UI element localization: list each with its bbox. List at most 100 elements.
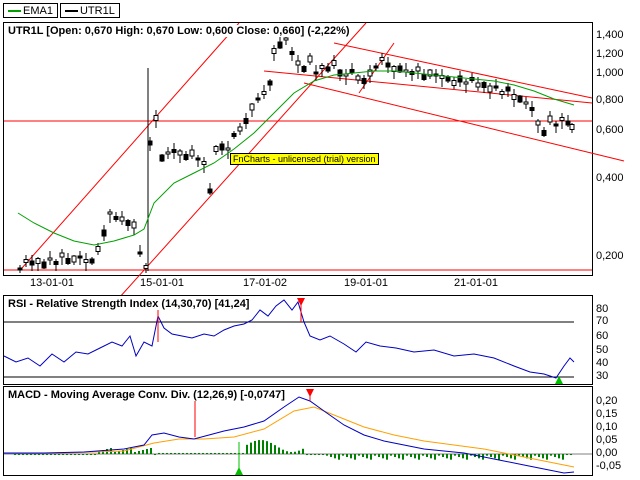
macd-line	[4, 396, 575, 474]
candle-body	[313, 71, 319, 75]
macd-histogram-bar	[522, 454, 524, 457]
macd-histogram-bar	[138, 451, 140, 454]
macd-histogram-bar	[14, 454, 16, 455]
macd-histogram-bar	[66, 454, 68, 455]
date-tick: 13-01-01	[29, 277, 75, 289]
macd-histogram-bar	[506, 454, 508, 457]
macd-histogram-bar	[490, 454, 492, 457]
legend-item-utr1l[interactable]: UTR1L	[59, 3, 120, 18]
candle-body	[319, 65, 325, 69]
macd-histogram-bar	[134, 452, 136, 454]
macd-histogram-bar	[290, 451, 292, 454]
candle-body	[569, 124, 575, 130]
macd-histogram-bar	[310, 454, 312, 455]
candle-body	[101, 229, 107, 237]
candle-body	[147, 140, 153, 146]
macd-histogram-bar	[558, 454, 560, 459]
macd-histogram-bar	[186, 453, 188, 454]
macd-histogram-bar	[266, 441, 268, 454]
candle-body	[271, 48, 277, 54]
candle-body	[565, 120, 571, 126]
macd-histogram-bar	[218, 453, 220, 454]
macd-panel[interactable]: MACD - Moving Average Conv. Div. (12,26,…	[3, 386, 593, 476]
macd-histogram-bar	[270, 442, 272, 454]
macd-histogram-bar	[418, 454, 420, 460]
rsi-panel[interactable]: RSI - Relative Strength Index (14,30,70)…	[3, 295, 593, 385]
candle-body	[107, 211, 113, 215]
macd-histogram-bar	[278, 447, 280, 454]
macd-histogram-bar	[146, 449, 148, 454]
macd-histogram-bar	[566, 454, 568, 455]
macd-tick: 0,05	[596, 434, 618, 446]
price-panel[interactable]: UTR1L [Open: 0,670 High: 0,670 Low: 0,60…	[3, 22, 625, 299]
macd-histogram-bar	[46, 454, 48, 455]
macd-histogram-bar	[150, 448, 152, 454]
rsi-chart-svg	[3, 298, 575, 384]
macd-histogram-bar	[318, 454, 320, 455]
macd-histogram-bar	[58, 454, 60, 455]
date-tick: 19-01-01	[343, 277, 389, 289]
macd-histogram-bar	[42, 454, 44, 455]
macd-histogram-bar	[402, 454, 404, 460]
macd-histogram-bar	[526, 454, 528, 459]
rsi-tick: 80	[596, 303, 609, 315]
candle-body	[261, 91, 267, 95]
macd-histogram-bar	[362, 454, 364, 457]
macd-histogram-bar	[466, 454, 468, 460]
price-tick: 0,400	[596, 172, 624, 184]
macd-histogram-bar	[374, 454, 376, 456]
candle-body	[337, 69, 343, 77]
legend-label-utr1l: UTR1L	[79, 4, 115, 17]
price-panel-title: UTR1L [Open: 0,670 High: 0,670 Low: 0,60…	[8, 25, 350, 37]
candle-body	[143, 265, 149, 269]
candle-body	[301, 66, 307, 72]
buy-marker-icon	[555, 376, 563, 384]
macd-histogram-bar	[366, 454, 368, 459]
macd-histogram-bar	[410, 454, 412, 457]
candle-body	[65, 258, 71, 264]
candle-body	[153, 115, 159, 121]
date-tick: 21-01-01	[453, 277, 499, 289]
macd-histogram-bar	[326, 454, 328, 456]
macd-histogram-bar	[98, 451, 100, 454]
legend-item-ema[interactable]: EMA1	[3, 3, 58, 18]
macd-histogram-bar	[170, 453, 172, 454]
macd-histogram-bar	[502, 454, 504, 456]
candle-body	[231, 133, 237, 137]
candle-body	[225, 147, 231, 151]
candle-body	[207, 188, 213, 194]
candle-body	[445, 76, 451, 82]
macd-histogram-bar	[82, 454, 84, 455]
candle-body	[131, 221, 137, 229]
price-tick: 1,400	[596, 29, 624, 41]
candle-body	[165, 151, 171, 155]
macd-histogram-bar	[346, 454, 348, 457]
macd-histogram-bar	[550, 454, 552, 456]
macd-histogram-bar	[226, 453, 228, 454]
macd-histogram-bar	[194, 453, 196, 454]
macd-histogram-bar	[314, 454, 316, 455]
macd-histogram-bar	[486, 454, 488, 456]
macd-histogram-bar	[354, 454, 356, 460]
macd-histogram-bar	[358, 454, 360, 456]
macd-histogram-bar	[130, 448, 132, 454]
macd-histogram-bar	[210, 453, 212, 454]
macd-histogram-bar	[286, 451, 288, 454]
macd-histogram-bar	[350, 454, 352, 459]
candle-body	[17, 267, 23, 271]
macd-histogram-bar	[126, 449, 128, 454]
macd-histogram-bar	[422, 454, 424, 456]
rsi-tick: 70	[596, 315, 609, 327]
macd-histogram-bar	[442, 454, 444, 457]
candle-body	[541, 130, 547, 136]
rsi-tick: 60	[596, 330, 609, 342]
macd-histogram-bar	[114, 452, 116, 454]
macd-histogram-bar	[562, 454, 564, 460]
price-tick: 0,600	[596, 124, 624, 136]
macd-histogram-bar	[510, 454, 512, 459]
candle-body	[535, 120, 541, 126]
candle-body	[159, 154, 165, 162]
candle-body	[499, 91, 505, 95]
macd-histogram-bar	[454, 454, 456, 456]
macd-histogram-bar	[94, 454, 96, 455]
